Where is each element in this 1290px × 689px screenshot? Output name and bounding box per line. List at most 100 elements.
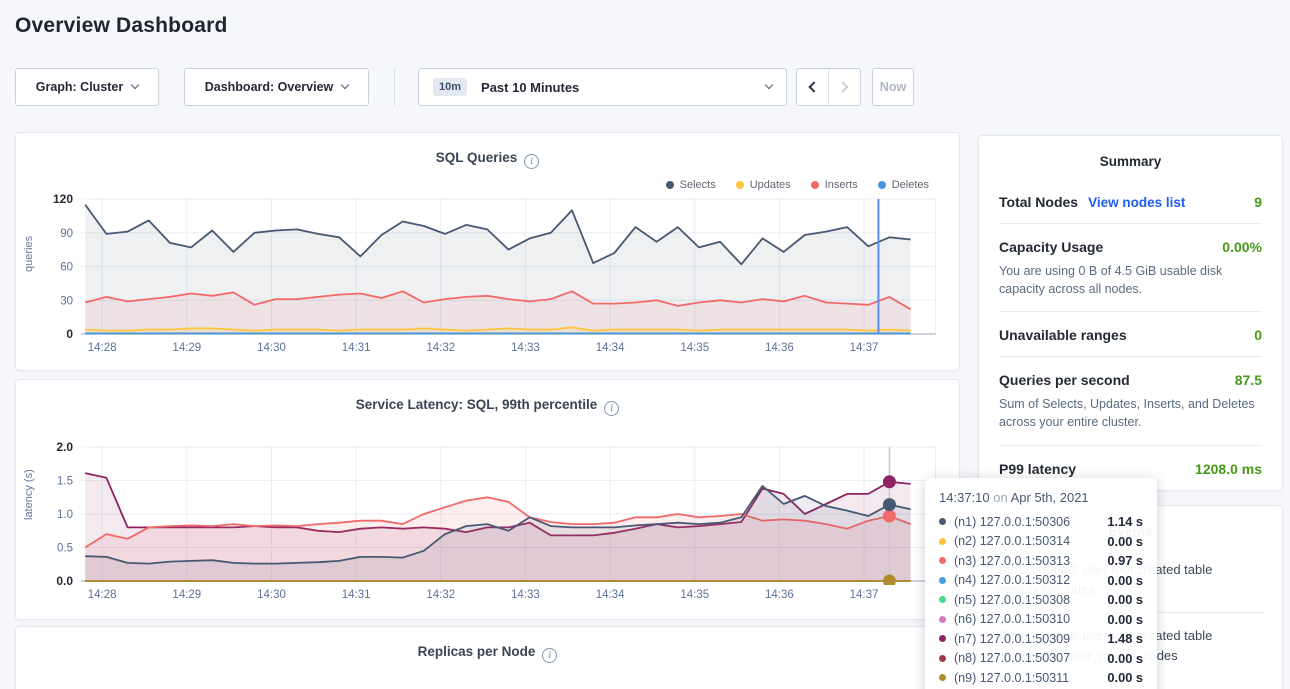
svg-text:14:29: 14:29 — [172, 589, 201, 601]
tooltip-node-label: (n8) 127.0.0.1:50307 — [954, 651, 1070, 665]
tooltip-row: (n5) 127.0.0.1:50308 0.00 s — [939, 590, 1143, 610]
summary-label: Queries per second — [999, 372, 1130, 388]
tooltip-node-value: 0.00 s — [1107, 573, 1143, 588]
now-button[interactable]: Now — [872, 68, 914, 106]
view-nodes-list-link[interactable]: View nodes list — [1088, 195, 1185, 210]
chevron-left-icon — [808, 81, 819, 92]
tooltip-on: on — [993, 490, 1007, 505]
svg-text:14:30: 14:30 — [257, 589, 286, 601]
replicas-title: Replicas per Nodei — [16, 627, 959, 663]
time-range-selector[interactable]: 10m Past 10 Minutes — [418, 68, 787, 106]
service-latency-card: Service Latency: SQL, 99th percentilei l… — [15, 379, 960, 620]
svg-text:120: 120 — [53, 192, 73, 206]
tooltip-row: (n1) 127.0.0.1:50306 1.14 s — [939, 512, 1143, 532]
prev-range-button[interactable] — [797, 69, 828, 105]
summary-description: Sum of Selects, Updates, Inserts, and De… — [999, 395, 1262, 431]
page-title: Overview Dashboard — [15, 14, 228, 38]
svg-text:14:34: 14:34 — [596, 589, 625, 601]
replicas-per-node-card: Replicas per Nodei — [15, 626, 960, 689]
service-latency-chart[interactable]: 0.00.51.01.52.014:2814:2914:3014:3114:32… — [16, 380, 961, 621]
tooltip-row: (n2) 127.0.0.1:50314 0.00 s — [939, 532, 1143, 552]
node-color-dot — [939, 596, 946, 603]
tooltip-node-value: 0.00 s — [1107, 651, 1143, 666]
summary-panel: Summary Total NodesView nodes list9Capac… — [978, 135, 1283, 491]
node-color-dot — [939, 616, 946, 623]
now-button-label: Now — [880, 80, 906, 94]
summary-value: 1208.0 ms — [1195, 461, 1262, 477]
node-color-dot — [939, 635, 946, 642]
tooltip-row: (n4) 127.0.0.1:50312 0.00 s — [939, 571, 1143, 591]
tooltip-node-label: (n4) 127.0.0.1:50312 — [954, 573, 1070, 587]
tooltip-node-value: 0.00 s — [1107, 592, 1143, 607]
summary-title: Summary — [979, 136, 1282, 169]
node-color-dot — [939, 557, 946, 564]
svg-text:14:30: 14:30 — [257, 342, 286, 354]
tooltip-node-value: 0.00 s — [1107, 670, 1143, 685]
tooltip-row: (n7) 127.0.0.1:50309 1.48 s — [939, 629, 1143, 649]
summary-row: Total NodesView nodes list9 — [999, 179, 1262, 223]
node-color-dot — [939, 655, 946, 662]
tooltip-node-value: 1.48 s — [1107, 631, 1143, 646]
summary-label: Total Nodes — [999, 194, 1078, 210]
tooltip-row: (n9) 127.0.0.1:503110.00 s — [939, 668, 1143, 688]
svg-text:14:33: 14:33 — [511, 589, 540, 601]
tooltip-node-value: 0.97 s — [1107, 553, 1143, 568]
svg-text:1.0: 1.0 — [57, 509, 73, 521]
svg-text:14:33: 14:33 — [511, 342, 540, 354]
tooltip-node-label: (n5) 127.0.0.1:50308 — [954, 593, 1070, 607]
info-icon[interactable]: i — [542, 648, 557, 663]
summary-value: 0.00% — [1222, 239, 1262, 255]
next-range-button[interactable] — [828, 69, 860, 105]
sql-queries-card: SQL Queriesi SelectsUpdatesInsertsDelete… — [15, 132, 960, 371]
tooltip-node-label: (n7) 127.0.0.1:50309 — [954, 632, 1070, 646]
controls-divider — [394, 68, 395, 106]
svg-text:14:36: 14:36 — [765, 589, 794, 601]
svg-text:0: 0 — [66, 327, 73, 341]
range-badge: 10m — [433, 78, 467, 96]
tooltip-time: 14:37:10 — [939, 490, 990, 505]
time-nav — [796, 68, 861, 106]
tooltip-node-label: (n1) 127.0.0.1:50306 — [954, 515, 1070, 529]
svg-text:14:37: 14:37 — [850, 589, 879, 601]
svg-text:14:34: 14:34 — [596, 342, 625, 354]
svg-text:14:35: 14:35 — [680, 342, 709, 354]
tooltip-node-label: (n3) 127.0.0.1:50313 — [954, 554, 1070, 568]
svg-text:14:32: 14:32 — [426, 342, 455, 354]
node-color-dot — [939, 538, 946, 545]
chevron-down-icon — [341, 81, 349, 89]
summary-row: Capacity Usage0.00%You are using 0 B of … — [999, 223, 1262, 311]
svg-text:90: 90 — [60, 228, 73, 240]
sql-queries-chart[interactable]: 030609012014:2814:2914:3014:3114:3214:33… — [16, 133, 961, 372]
node-color-dot — [939, 518, 946, 525]
node-color-dot — [939, 577, 946, 584]
tooltip-row: (n3) 127.0.0.1:50313 0.97 s — [939, 551, 1143, 571]
chevron-right-icon — [837, 81, 848, 92]
svg-text:60: 60 — [60, 262, 73, 274]
chart-hover-tooltip: 14:37:10 on Apr 5th, 2021 (n1) 127.0.0.1… — [925, 478, 1157, 689]
range-label: Past 10 Minutes — [481, 80, 579, 95]
tooltip-row: (n8) 127.0.0.1:50307 0.00 s — [939, 649, 1143, 669]
svg-text:2.0: 2.0 — [56, 440, 73, 454]
tooltip-node-value: 0.00 s — [1107, 534, 1143, 549]
svg-text:14:37: 14:37 — [850, 342, 879, 354]
summary-row: Queries per second87.5Sum of Selects, Up… — [999, 356, 1262, 444]
node-color-dot — [939, 674, 946, 681]
tooltip-node-value: 0.00 s — [1107, 612, 1143, 627]
svg-text:14:28: 14:28 — [88, 342, 117, 354]
dashboard-dropdown[interactable]: Dashboard: Overview — [184, 68, 369, 106]
summary-body: Total NodesView nodes list9Capacity Usag… — [979, 169, 1282, 490]
chevron-down-icon — [131, 81, 139, 89]
summary-row: Unavailable ranges 0 — [999, 311, 1262, 356]
svg-text:14:29: 14:29 — [172, 342, 201, 354]
tooltip-node-label: (n2) 127.0.0.1:50314 — [954, 534, 1070, 548]
summary-description: You are using 0 B of 4.5 GiB usable disk… — [999, 262, 1262, 298]
svg-text:14:28: 14:28 — [88, 589, 117, 601]
graph-dropdown-label: Graph: Cluster — [36, 80, 124, 94]
summary-label: Unavailable ranges — [999, 327, 1127, 343]
summary-value: 0 — [1254, 327, 1262, 343]
tooltip-timestamp: 14:37:10 on Apr 5th, 2021 — [939, 490, 1143, 505]
graph-dropdown[interactable]: Graph: Cluster — [15, 68, 159, 106]
svg-text:14:31: 14:31 — [342, 589, 371, 601]
tooltip-node-value: 1.14 s — [1107, 514, 1143, 529]
chevron-down-icon — [765, 81, 773, 89]
